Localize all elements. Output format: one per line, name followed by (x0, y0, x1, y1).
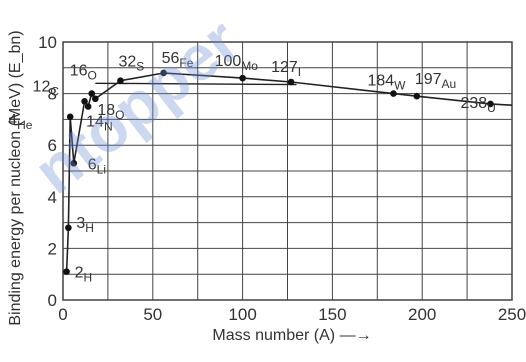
data-point (413, 92, 421, 100)
data-point (117, 77, 124, 84)
data-point (487, 100, 494, 108)
point-label: 18O (97, 102, 124, 122)
point-label: 14N (86, 114, 112, 134)
y-tick-label: 6 (48, 136, 57, 155)
point-label: 3H (76, 215, 94, 235)
point-label: 2H (75, 265, 93, 285)
axis-ticks: 0 50 100 150 200 250 0 2 4 6 8 10 (38, 33, 526, 324)
data-point (390, 90, 397, 97)
point-label: 184W (367, 73, 406, 93)
data-point (66, 113, 74, 121)
point-label: 32S (118, 54, 144, 74)
x-tick-label: 250 (498, 305, 526, 324)
grid (62, 41, 513, 301)
data-points (63, 69, 494, 275)
x-tick-label: 100 (228, 305, 256, 324)
data-point (92, 95, 99, 103)
y-tick-label: 2 (48, 239, 57, 258)
point-label: 238U (460, 95, 495, 115)
data-point (70, 159, 78, 167)
binding-energy-curve (65, 72, 513, 272)
x-tick-label: 0 (58, 305, 67, 324)
point-label: 6Li (88, 156, 106, 176)
y-tick-label: 4 (48, 188, 57, 207)
data-point (88, 90, 96, 97)
data-point (287, 78, 295, 86)
point-label: 100Mo (215, 53, 259, 73)
y-axis-label: Binding energy per nucleon (MeV) (E_bn) (7, 30, 24, 325)
point-label: 16O (70, 63, 97, 83)
point-label: 12C (33, 78, 60, 98)
point-label: 56Fe (162, 50, 194, 70)
data-point (65, 224, 72, 232)
x-axis-label: Mass number (A) —→ (212, 327, 371, 344)
series-curve (65, 72, 513, 272)
data-point (160, 69, 167, 77)
data-point (81, 98, 88, 105)
y-tick-label: 10 (38, 33, 57, 52)
point-label: 127I (271, 59, 301, 79)
y-tick-label: 0 (48, 291, 57, 310)
y-tick-label: 8 (48, 85, 57, 104)
point-label: 4He (8, 112, 33, 132)
data-point (239, 74, 246, 82)
curve-segment (95, 82, 297, 86)
x-tick-label: 50 (143, 305, 162, 324)
x-tick-label: 150 (318, 305, 346, 324)
x-tick-label: 200 (408, 305, 436, 324)
data-point (63, 268, 70, 275)
data-point (84, 103, 92, 110)
point-label: 197Au (415, 71, 456, 91)
